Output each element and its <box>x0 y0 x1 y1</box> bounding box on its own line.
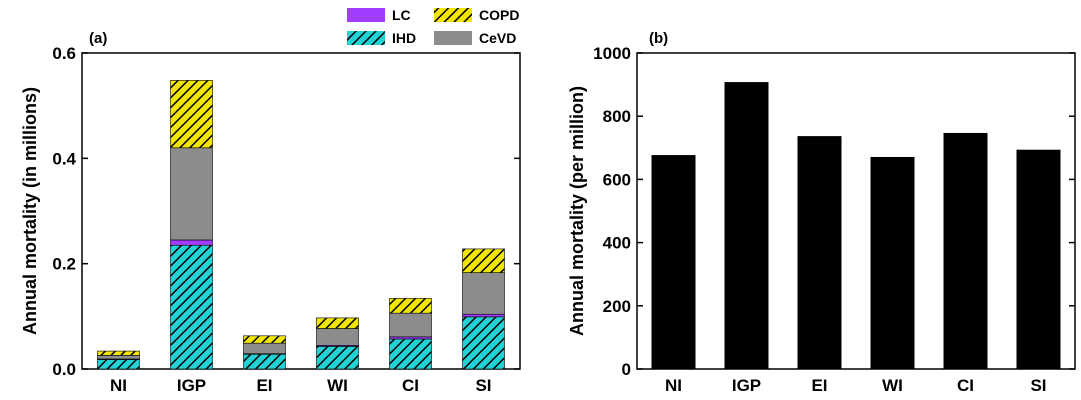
y-tick-label: 400 <box>603 234 631 253</box>
panel-b-label: (b) <box>649 30 668 47</box>
bar-cevd-ci <box>389 312 432 338</box>
bar-cevd-ni <box>97 355 140 360</box>
x-tick-label: WI <box>327 376 348 395</box>
bar-ni <box>651 155 696 369</box>
legend-label-lc: LC <box>392 7 411 23</box>
panel-b-bar-chart: (b) Annual mortality (per million) 0 200 4… <box>567 30 1076 395</box>
panel-a-y-axis-title: Annual mortality (in millions) <box>20 87 40 335</box>
bar-cevd-igp <box>170 147 213 241</box>
panel-b-plot-frame <box>636 52 1076 370</box>
x-tick-label: IGP <box>732 376 761 395</box>
bar-ihd-ci <box>389 338 432 370</box>
legend-swatch-cevd <box>434 31 472 45</box>
x-tick-label: WI <box>882 376 903 395</box>
panel-a-label: (a) <box>89 30 107 47</box>
y-tick-label: 0 <box>622 360 631 379</box>
bar-copd-ci <box>389 298 432 314</box>
panel-a-legend: LC COPD IHD CeVD <box>347 7 519 46</box>
x-tick-label: CI <box>957 376 974 395</box>
y-tick-label: 800 <box>603 107 631 126</box>
legend-swatch-ihd <box>347 31 385 45</box>
x-tick-label: NI <box>110 376 127 395</box>
bar-lc-ci <box>389 336 432 340</box>
bar-cevd-ei <box>243 342 286 355</box>
bar-copd-wi <box>316 317 359 329</box>
bar-ihd-si <box>462 316 505 370</box>
legend-label-cevd: CeVD <box>479 30 516 46</box>
legend-label-ihd: IHD <box>392 30 416 46</box>
bar-copd-si <box>462 248 505 273</box>
x-tick-label: NI <box>665 376 682 395</box>
y-tick-label: 600 <box>603 170 631 189</box>
panel-a-stacked-bar-chart: (a) Annual mortality (in millions) 0.00.… <box>20 7 521 395</box>
bar-cevd-wi <box>316 328 359 346</box>
panel-a-plot-frame <box>81 52 521 370</box>
bar-copd-igp <box>170 80 213 149</box>
panel-b-bars <box>651 82 1061 370</box>
panel-a-bars <box>97 80 505 370</box>
y-tick-label: 1000 <box>593 44 631 63</box>
legend-swatch-copd <box>434 8 472 22</box>
panel-b-x-ticks: NI IGP EI WI CI SI <box>665 363 1047 395</box>
panel-a-x-ticks: NI IGP EI WI CI SI <box>110 363 492 395</box>
x-tick-label: CI <box>402 376 419 395</box>
legend-swatch-lc <box>347 8 385 22</box>
bar-copd-ei <box>243 335 286 344</box>
bar-lc-si <box>462 313 505 318</box>
bar-igp <box>724 82 769 370</box>
x-tick-label: IGP <box>177 376 206 395</box>
bar-lc-igp <box>170 239 213 246</box>
legend-label-copd: COPD <box>479 7 519 23</box>
bar-cevd-si <box>462 272 505 315</box>
bar-ei <box>797 136 842 369</box>
bar-si <box>1016 149 1061 369</box>
bar-ci <box>943 132 988 369</box>
bar-ihd-ei <box>243 353 286 370</box>
y-tick-label: 0.4 <box>52 149 76 168</box>
x-tick-label: SI <box>475 376 491 395</box>
panel-b-y-axis-title: Annual mortality (per million) <box>567 86 587 336</box>
bar-wi <box>870 156 915 369</box>
x-tick-label: EI <box>811 376 827 395</box>
panel-a-y-ticks: 0.0 0.2 0.4 0.6 <box>52 44 520 379</box>
y-tick-label: 200 <box>603 297 631 316</box>
bar-ihd-igp <box>170 244 213 370</box>
panel-b-y-ticks: 0 200 400 600 800 1000 <box>593 44 1075 379</box>
x-tick-label: SI <box>1030 376 1046 395</box>
bar-copd-ni <box>97 350 140 356</box>
y-tick-label: 0.2 <box>52 255 76 274</box>
bar-ihd-ni <box>97 359 140 370</box>
y-tick-label: 0.6 <box>52 44 76 63</box>
x-tick-label: EI <box>256 376 272 395</box>
bar-ihd-wi <box>316 346 359 370</box>
y-tick-label: 0.0 <box>52 360 76 379</box>
